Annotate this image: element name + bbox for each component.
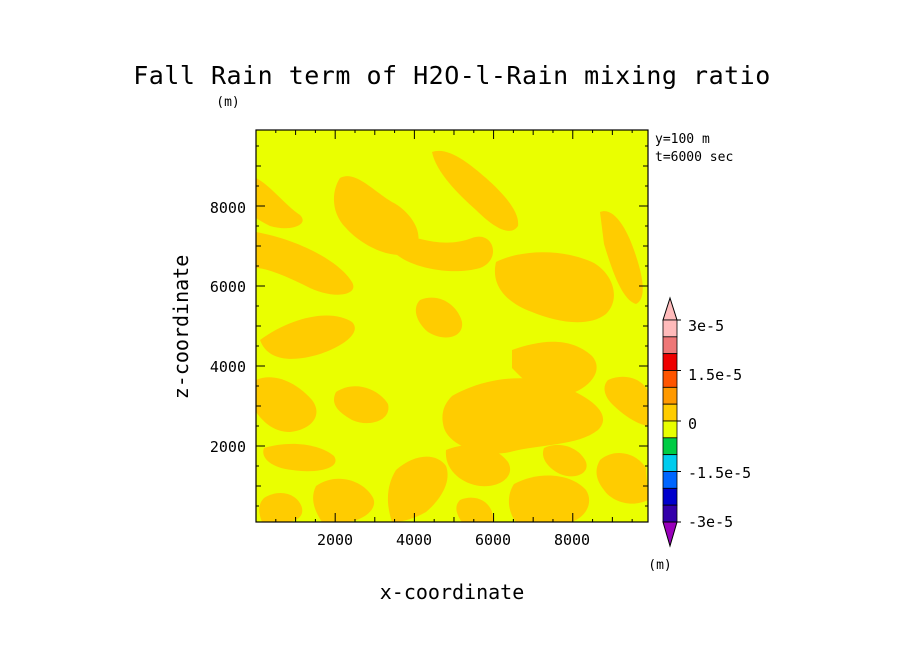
contour-region	[256, 178, 303, 229]
colorbar	[662, 296, 681, 548]
colorbar-cap-bottom	[662, 521, 678, 548]
axis-ticks	[256, 130, 648, 522]
colorbar-band	[662, 471, 678, 489]
colorbar-band	[662, 504, 678, 523]
contour-region	[604, 376, 648, 426]
y-tick-label: 4000	[210, 358, 246, 376]
x-tick-label: 8000	[554, 531, 590, 549]
colorbar-band	[662, 454, 678, 472]
y-tick-label: 6000	[210, 278, 246, 296]
x-tick-label: 2000	[317, 531, 353, 549]
x-axis-label: x-coordinate	[380, 580, 525, 604]
colorbar-band	[662, 437, 678, 456]
contour-region	[456, 497, 494, 522]
contour-region	[600, 211, 643, 304]
contour-region	[263, 443, 336, 472]
contour-fill-positive	[256, 150, 648, 522]
colorbar-unit: (m)	[648, 558, 671, 573]
colorbar-label: 0	[688, 415, 697, 433]
contour-region	[256, 377, 317, 432]
colorbar-label: -1.5e-5	[688, 464, 751, 482]
y-axis-label: z-coordinate	[169, 255, 193, 400]
colorbar-band	[662, 353, 678, 371]
contour-region	[415, 297, 463, 338]
title-unit: (m)	[216, 95, 239, 110]
contour-region	[256, 232, 354, 295]
contour-region	[387, 456, 448, 522]
colorbar-band	[662, 487, 678, 506]
annotation-y-position: y=100 m	[655, 132, 710, 147]
contour-region	[432, 150, 519, 231]
y-tick-label: 8000	[210, 199, 246, 217]
contour-region	[494, 252, 614, 323]
colorbar-label: -3e-5	[688, 513, 733, 531]
colorbar-band	[662, 370, 678, 388]
colorbar-label: 1.5e-5	[688, 366, 742, 384]
colorbar-band	[662, 336, 678, 355]
colorbar-label: 3e-5	[688, 317, 724, 335]
contour-region	[508, 475, 590, 522]
chart-title: Fall Rain term of H2O-l-Rain mixing rati…	[133, 61, 771, 90]
colorbar-band	[662, 319, 678, 338]
colorbar-band	[662, 420, 678, 439]
colorbar-cap-top	[662, 296, 678, 321]
contour-region	[542, 444, 587, 477]
contour-region	[313, 478, 375, 522]
contour-region	[392, 230, 494, 272]
x-tick-label: 4000	[396, 531, 432, 549]
contour-region	[260, 315, 355, 359]
annotation-time: t=6000 sec	[655, 150, 733, 165]
y-tick-label: 2000	[210, 438, 246, 456]
x-tick-label: 6000	[475, 531, 511, 549]
colorbar-band	[662, 403, 678, 422]
contour-region	[442, 378, 604, 454]
colorbar-band	[662, 386, 678, 405]
contour-region	[445, 445, 511, 487]
contour-region	[333, 386, 389, 424]
contour-region	[259, 493, 303, 522]
contour-region	[596, 453, 648, 504]
plot-area	[255, 129, 649, 523]
